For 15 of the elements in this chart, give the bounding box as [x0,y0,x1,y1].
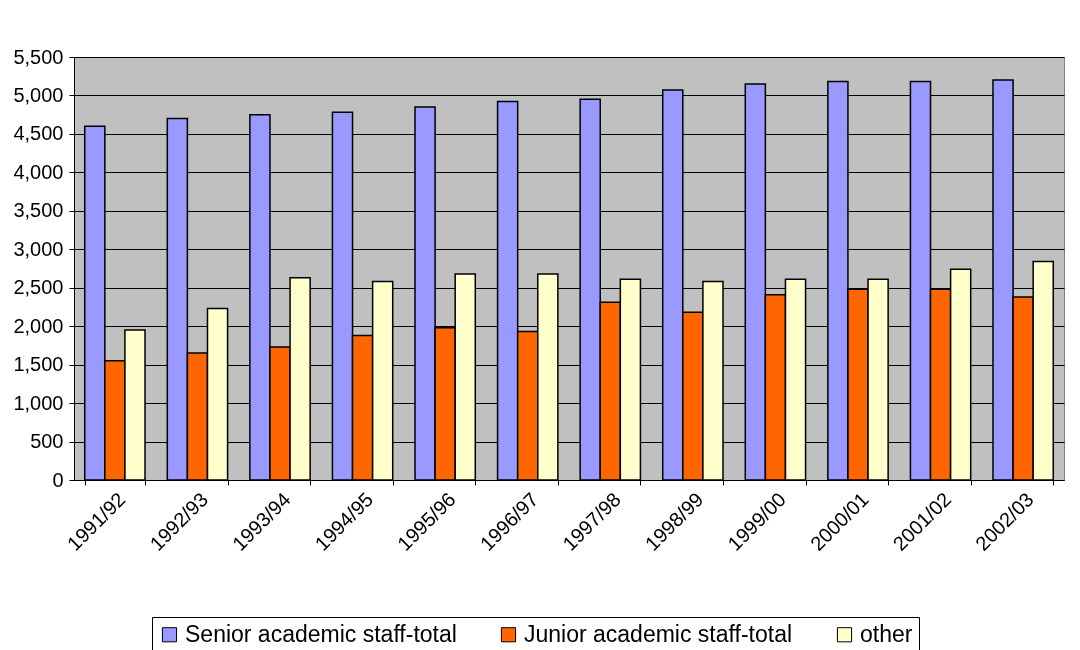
legend-label: Senior academic staff-total [185,620,457,647]
y-tick-label: 4,500 [13,122,64,145]
y-tick-label: 500 [30,430,64,453]
y-tick-label: 3,500 [13,199,64,222]
y-tick-label: 4,000 [13,160,64,183]
legend-label: Junior academic staff-total [524,620,793,647]
y-tick-label: 1,000 [13,391,64,414]
y-tick-label: 5,500 [13,45,64,68]
legend-label: other [860,620,913,647]
y-tick-label: 0 [52,468,64,491]
y-tick-label: 2,000 [13,314,64,337]
y-tick-label: 2,500 [13,276,64,299]
y-tick-label: 3,000 [13,237,64,260]
y-tick-label: 5,000 [13,83,64,106]
y-tick-label: 1,500 [13,353,64,376]
